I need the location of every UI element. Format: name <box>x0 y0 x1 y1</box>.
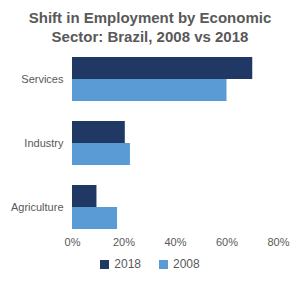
svg-text:Services: Services <box>21 73 64 85</box>
html-text:2008: 2008 <box>173 257 200 271</box>
html-text:2018: 2018 <box>114 257 141 271</box>
svg-text:40%: 40% <box>164 236 186 248</box>
svg-text:0%: 0% <box>65 236 81 248</box>
svg-text:20%: 20% <box>113 236 135 248</box>
svg-text:Industry: Industry <box>24 137 64 149</box>
html-text:Shift in Employment by Economi: Shift in Employment by Economic Sector: … <box>28 9 272 45</box>
svg-text:Agriculture: Agriculture <box>11 201 64 213</box>
svg-text:60%: 60% <box>216 236 238 248</box>
svg-text:80%: 80% <box>267 236 289 248</box>
